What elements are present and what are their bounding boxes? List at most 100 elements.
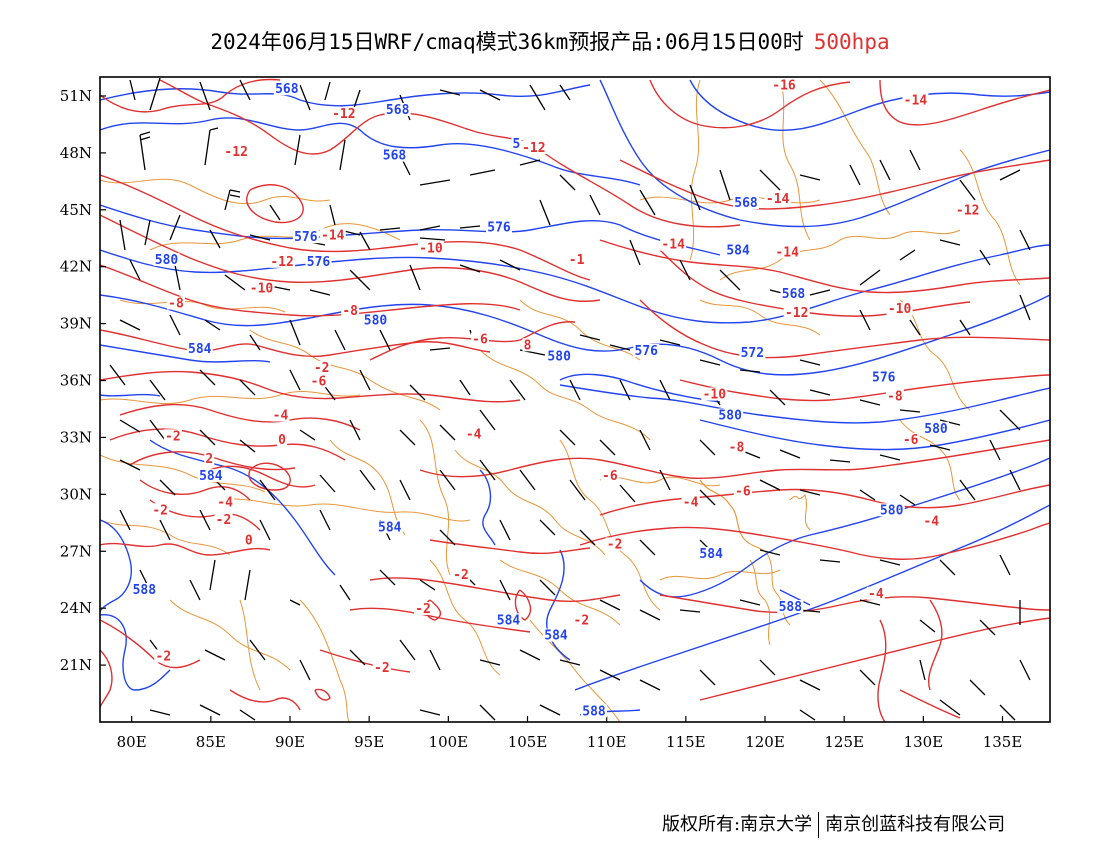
temperature-contour-label-bg [764, 192, 791, 206]
temperature-contour-label-bg [774, 245, 801, 259]
temperature-contour-label: -16 [772, 78, 796, 93]
lat-tick-label: 33N [60, 428, 92, 446]
temperature-contour-label-bg [167, 296, 185, 310]
height-contour-label: 572 [741, 346, 764, 361]
temperature-contour-label: -8 [168, 297, 184, 312]
temperature-contour-label-bg [151, 503, 170, 517]
title-text: 2024年06月15日WRF/cmaq模式36km预报产品:06月15日00时 [210, 30, 804, 54]
temperature-contour-label-bg [372, 660, 391, 674]
lon-tick-label: 130E [904, 733, 944, 751]
height-contour-label: 576 [635, 344, 659, 359]
temperature-contour-label: 0 [278, 433, 286, 448]
temperature-contour-label-bg [727, 440, 746, 454]
temperature-contour-label: -14 [661, 238, 685, 253]
height-contour-labels: 568 568 568 5 576 576 576 580 580 584 580 576 584 568… [131, 82, 949, 719]
height-contour-label: 580 [364, 314, 388, 329]
height-contour-label: 580 [880, 503, 904, 518]
temperature-contour-label: -2 [216, 513, 232, 528]
lon-tick-label: 95E [354, 733, 384, 751]
height-contour-label-bg [739, 345, 766, 359]
title-level: 500hpa [813, 30, 890, 54]
lat-tick-label: 51N [60, 87, 92, 105]
temperature-contour-label-bg [309, 374, 328, 388]
temperature-contour-label-bg [277, 433, 288, 447]
height-contour-label-bg [186, 342, 213, 356]
temperature-contour-label-bg [901, 433, 920, 447]
height-contour-label-bg [305, 254, 332, 268]
height-contour-label-bg [153, 252, 180, 266]
height-contour-label: 584 [544, 629, 568, 644]
temperature-contour-label: -6 [472, 333, 488, 348]
height-contour-label-bg [777, 600, 804, 614]
height-contour-label: 576 [872, 371, 896, 386]
temperature-contour-label-bg [271, 408, 290, 422]
height-contour-label-bg [581, 704, 607, 718]
temperature-contour-label: 2 [205, 452, 213, 467]
temperature-contour-label-bg [520, 140, 547, 154]
temperature-contour-label: -4 [273, 408, 289, 423]
temperature-contour-label-bg [567, 252, 586, 266]
temperature-contour-label: -2 [152, 503, 168, 518]
temperature-contour-label-bg [471, 332, 489, 346]
temperature-contour-label: -6 [903, 433, 919, 448]
height-contour-label: 580 [718, 408, 742, 423]
height-contour-label: 584 [199, 469, 223, 484]
temperature-contour-label: -14 [321, 228, 345, 243]
height-contour-label-bg [543, 628, 569, 642]
height-contour-label-bg [633, 343, 660, 357]
temperature-contour-label-bg [204, 452, 215, 466]
height-contour-label: 576 [294, 230, 318, 245]
temperature-contour-label-bg [954, 203, 981, 217]
height-contour-label-bg [780, 287, 807, 301]
height-contour-label: 584 [188, 342, 212, 357]
temperature-contour-label-bg [771, 78, 797, 92]
temperature-contour-label-bg [417, 241, 444, 255]
height-contour-label: 580 [924, 422, 948, 437]
temperature-contour-label-bg [216, 495, 235, 509]
height-contour-label-bg [733, 196, 759, 209]
temperature-contour-label: -1 [569, 253, 585, 268]
height-contour-label: 588 [133, 583, 157, 598]
height-contour-label: 584 [497, 613, 521, 628]
temperature-contour-label: -4 [868, 587, 884, 602]
temperature-contour-label: -2 [453, 568, 469, 583]
temperature-contour-label: -14 [766, 192, 790, 207]
lon-tick-label: 135E [983, 733, 1023, 751]
footer: 版权所有:南京大学 南京创蓝科技有限公司 [662, 810, 1005, 838]
lon-tick-label: 90E [275, 733, 305, 751]
height-contour-label: 5 [513, 137, 521, 152]
temperature-contour-label: -2 [415, 602, 431, 617]
temperature-contour-label-bg [600, 469, 619, 483]
temperature-contour-label: -8 [342, 304, 358, 319]
height-contour-label: 584 [699, 547, 723, 562]
temperature-contour-label: -14 [904, 94, 928, 109]
temperature-contour-label-bg [223, 144, 250, 158]
lat-tick-label: 39N [60, 315, 92, 333]
height-contour-label-bg [495, 613, 522, 627]
height-contour-label: 568 [275, 82, 299, 97]
height-contour-label-bg [362, 313, 389, 327]
temperature-contour-label: -2 [574, 613, 590, 628]
temperature-contour-label-bg [269, 254, 296, 268]
height-contour-label: 568 [782, 287, 806, 302]
lon-tick-label: 85E [196, 733, 226, 751]
temperature-contour-label-bg [214, 512, 233, 526]
lat-tick-label: 36N [60, 372, 92, 390]
lat-tick-label: 48N [60, 144, 92, 162]
temperature-contour-label: -12 [270, 255, 293, 270]
height-contour-label: 576 [307, 255, 331, 270]
height-contour-label: 588 [582, 704, 606, 719]
temperature-contour-label-bg [341, 304, 360, 318]
height-contour-label-bg [923, 421, 949, 435]
temperature-contour-label: -12 [785, 306, 808, 321]
height-contour-label: 568 [386, 103, 410, 118]
temperature-contour-label-bg [414, 601, 432, 615]
height-contour-label: 568 [383, 149, 407, 164]
lat-tick-label: 45N [60, 201, 92, 219]
height-contour-label-bg [878, 503, 905, 517]
height-contour-label-bg [698, 546, 725, 560]
footer-separator [818, 812, 820, 838]
temperature-contour-label: -12 [332, 107, 355, 122]
height-contour-label: 576 [487, 221, 511, 236]
